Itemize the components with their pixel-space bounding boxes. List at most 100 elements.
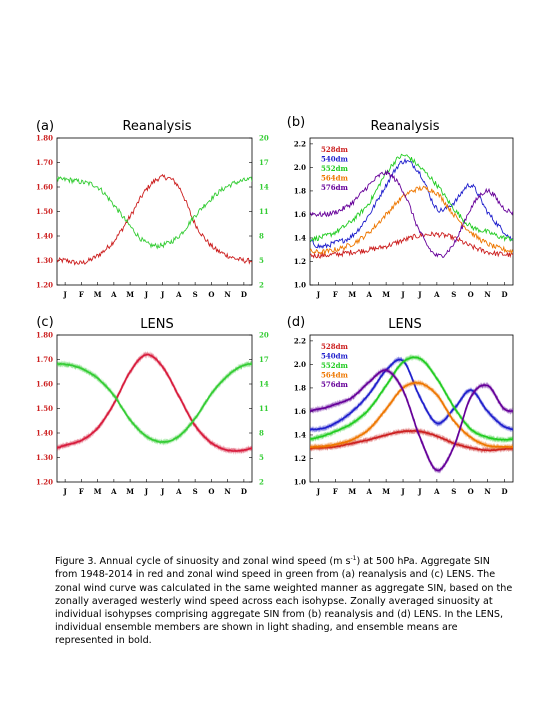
y-right-tick-label: 11 xyxy=(259,404,269,413)
data-point xyxy=(436,394,438,396)
y-tick-label: 1.0 xyxy=(294,478,306,487)
x-tick-label: S xyxy=(451,290,456,299)
x-tick-label: M xyxy=(126,290,134,299)
data-point xyxy=(436,422,438,424)
y-right-tick-label: 11 xyxy=(259,207,269,216)
data-point xyxy=(227,375,229,377)
x-tick-label: J xyxy=(62,487,67,496)
data-point xyxy=(351,251,353,253)
data-point xyxy=(243,449,245,451)
data-point xyxy=(436,469,438,471)
data-point xyxy=(470,231,472,233)
data-point xyxy=(487,231,489,233)
x-tick-label: D xyxy=(241,290,247,299)
x-tick-label: A xyxy=(365,290,372,299)
panel-title: LENS xyxy=(388,317,421,332)
x-tick-label: J xyxy=(62,290,67,299)
x-tick-label: J xyxy=(144,290,149,299)
data-point xyxy=(436,435,438,437)
data-point xyxy=(194,425,196,427)
x-tick-label: S xyxy=(193,487,198,496)
plot-area xyxy=(57,173,252,266)
legend-entry: 576dm xyxy=(321,183,349,192)
data-point xyxy=(194,223,196,225)
data-point xyxy=(419,235,421,237)
data-point xyxy=(436,208,438,210)
x-tick-label: O xyxy=(468,487,474,496)
data-point xyxy=(419,231,421,233)
data-point xyxy=(385,184,387,186)
plot-area xyxy=(310,353,513,475)
data-point xyxy=(129,371,131,373)
x-tick-label: N xyxy=(224,290,231,299)
y-right-tick-label: 2 xyxy=(259,281,264,290)
data-point xyxy=(335,444,337,446)
data-point xyxy=(162,441,164,443)
series-line xyxy=(310,231,513,259)
data-point xyxy=(368,249,370,251)
data-point xyxy=(453,446,455,448)
ensemble-mean-line xyxy=(310,368,513,472)
data-point xyxy=(318,245,320,247)
y-right-tick-label: 14 xyxy=(259,183,269,192)
data-point xyxy=(211,442,213,444)
y-tick-label: 2.0 xyxy=(294,163,306,172)
y-left-tick-label: 1.30 xyxy=(36,256,53,265)
data-point xyxy=(211,198,213,200)
x-tick-label: O xyxy=(468,290,474,299)
data-point xyxy=(419,188,421,190)
ensemble-member-line xyxy=(57,352,252,456)
x-tick-label: A xyxy=(433,290,440,299)
x-tick-label: J xyxy=(160,290,165,299)
x-tick-label: M xyxy=(126,487,134,496)
ensemble-member-line xyxy=(310,379,513,452)
ensemble-member-line xyxy=(310,354,513,444)
data-point xyxy=(129,216,131,218)
legend-entry: 552dm xyxy=(321,361,349,370)
data-point xyxy=(194,215,196,217)
figure-caption: Figure 3. Annual cycle of sinuosity and … xyxy=(55,552,515,648)
x-tick-label: M xyxy=(382,290,390,299)
y-left-tick-label: 1.80 xyxy=(36,134,53,143)
legend-entry: 528dm xyxy=(321,342,349,351)
y-right-tick-label: 5 xyxy=(259,256,264,265)
data-point xyxy=(419,172,421,174)
data-point xyxy=(351,243,353,245)
y-left-tick-label: 1.40 xyxy=(36,429,53,438)
data-point xyxy=(402,389,404,391)
panel-title: Reanalysis xyxy=(122,119,191,134)
data-point xyxy=(335,254,337,256)
data-point xyxy=(402,190,404,192)
data-point xyxy=(436,184,438,186)
data-point xyxy=(385,408,387,410)
ensemble-member-line xyxy=(57,360,252,446)
x-tick-label: J xyxy=(400,290,405,299)
data-point xyxy=(64,179,66,181)
x-tick-label: J xyxy=(160,487,165,496)
x-tick-label: J xyxy=(417,487,422,496)
y-left-tick-label: 1.50 xyxy=(36,404,53,413)
ensemble-member-line xyxy=(310,379,513,451)
x-tick-label: J xyxy=(316,290,321,299)
series-line xyxy=(310,185,513,256)
y-left-tick-label: 1.50 xyxy=(36,207,53,216)
data-point xyxy=(146,243,148,245)
data-point xyxy=(487,385,489,387)
data-point xyxy=(470,389,472,391)
x-tick-label: D xyxy=(502,290,508,299)
y-left-tick-label: 1.80 xyxy=(36,331,53,340)
data-point xyxy=(97,427,99,429)
data-point xyxy=(81,262,83,264)
series-line xyxy=(310,157,513,249)
x-tick-label: J xyxy=(316,487,321,496)
data-point xyxy=(385,172,387,174)
y-tick-label: 2.0 xyxy=(294,360,306,369)
data-point xyxy=(64,444,66,446)
y-tick-label: 1.4 xyxy=(294,430,306,439)
plot-area xyxy=(57,350,252,456)
data-point xyxy=(402,361,404,363)
panel-label: (d) xyxy=(287,315,305,330)
x-tick-label: D xyxy=(502,487,508,496)
data-point xyxy=(97,377,99,379)
